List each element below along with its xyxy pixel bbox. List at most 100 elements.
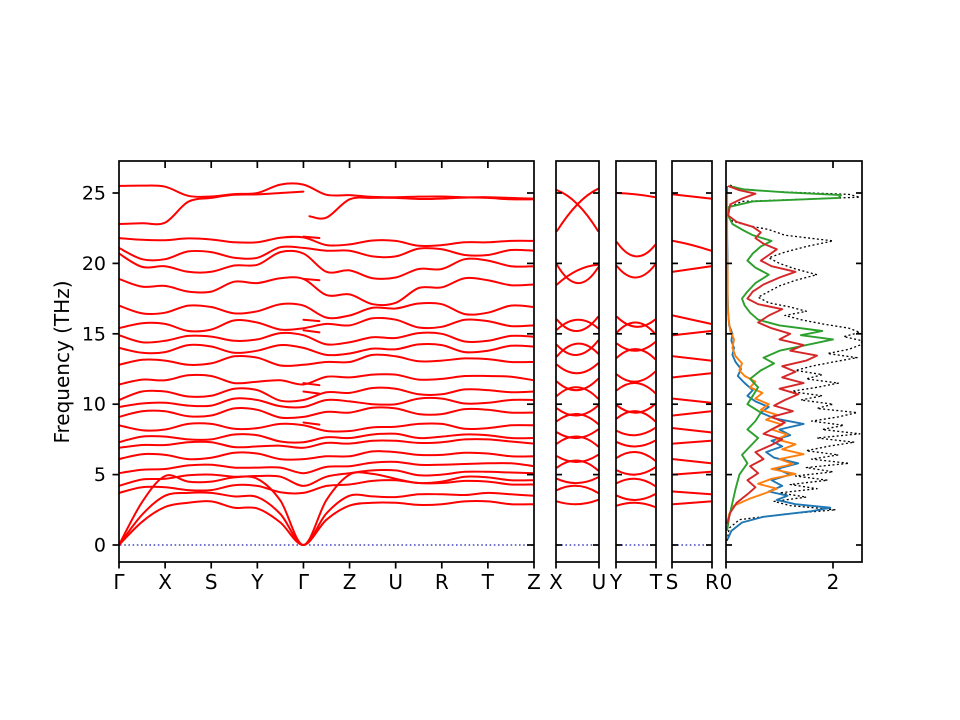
dos-panel-curves bbox=[726, 183, 862, 541]
kpoint-label: Z bbox=[527, 570, 541, 594]
band-line bbox=[556, 263, 599, 285]
band-line bbox=[672, 355, 712, 362]
band-line bbox=[556, 189, 599, 232]
dos-tick-label: 0 bbox=[720, 570, 733, 594]
band-line bbox=[119, 406, 534, 420]
band-line bbox=[119, 373, 534, 386]
band-line bbox=[672, 427, 712, 434]
band-line bbox=[556, 453, 599, 463]
band-line bbox=[556, 435, 599, 448]
band-line bbox=[616, 241, 656, 258]
kpoint-label: Y bbox=[609, 570, 623, 594]
band-line bbox=[119, 331, 534, 346]
kpoint-label: X bbox=[549, 570, 563, 594]
kpoint-label: T bbox=[481, 570, 495, 594]
band-line bbox=[672, 193, 712, 200]
band-line bbox=[672, 458, 712, 465]
band-line bbox=[616, 192, 656, 199]
band-line bbox=[119, 353, 534, 367]
dos-curve-total-dos bbox=[726, 183, 862, 541]
band-line bbox=[556, 386, 599, 400]
band-line bbox=[616, 315, 656, 328]
kpoint-label: S bbox=[205, 570, 218, 594]
panel-frame-dos bbox=[725, 160, 863, 563]
panel-frame-main bbox=[118, 160, 535, 563]
band-line bbox=[556, 187, 599, 232]
kpoint-label: S bbox=[666, 570, 679, 594]
phonon-bands-XU bbox=[556, 187, 599, 506]
band-line bbox=[556, 377, 599, 392]
y-tick-label: 20 bbox=[82, 253, 106, 275]
kpoint-label: U bbox=[592, 570, 607, 594]
band-line bbox=[119, 491, 534, 547]
band-stub bbox=[302, 277, 321, 282]
band-line bbox=[616, 477, 656, 487]
band-line bbox=[556, 342, 599, 358]
band-line bbox=[672, 470, 712, 476]
band-line bbox=[616, 321, 656, 335]
band-stub bbox=[302, 390, 321, 395]
band-line bbox=[119, 301, 534, 320]
band-line bbox=[556, 498, 599, 506]
band-stub bbox=[302, 318, 321, 323]
band-line bbox=[672, 410, 712, 417]
band-line bbox=[119, 276, 534, 307]
kpoint-label: U bbox=[388, 570, 403, 594]
band-stub bbox=[302, 329, 321, 334]
band-line bbox=[672, 397, 712, 404]
band-line bbox=[616, 451, 656, 462]
band-line bbox=[308, 196, 534, 220]
band-line bbox=[616, 427, 656, 437]
band-line bbox=[556, 362, 599, 375]
band-line bbox=[672, 372, 712, 379]
band-line bbox=[119, 432, 534, 444]
band-line bbox=[119, 182, 534, 200]
band-line bbox=[119, 190, 305, 226]
y-tick-label: 10 bbox=[82, 394, 106, 416]
band-line bbox=[119, 468, 534, 487]
band-line bbox=[556, 404, 599, 417]
axis-ticks bbox=[112, 161, 862, 569]
band-line bbox=[119, 386, 534, 403]
kpoint-label: T bbox=[649, 570, 663, 594]
y-tick-label: 5 bbox=[94, 464, 106, 486]
kpoint-label: Y bbox=[250, 570, 264, 594]
band-line bbox=[556, 484, 599, 494]
band-line bbox=[556, 413, 599, 425]
kpoint-label: X bbox=[158, 570, 172, 594]
band-line bbox=[119, 422, 534, 433]
band-line bbox=[556, 476, 599, 485]
dos-curve-pdos-green bbox=[726, 185, 842, 532]
band-line bbox=[556, 459, 599, 472]
panel-frame-YT bbox=[615, 160, 657, 563]
band-line bbox=[616, 501, 656, 508]
band-line bbox=[119, 450, 534, 461]
y-tick-label: 0 bbox=[94, 535, 106, 557]
dos-curve-pdos-red bbox=[726, 185, 818, 525]
band-line bbox=[672, 239, 712, 252]
band-line bbox=[616, 341, 656, 352]
band-line bbox=[119, 479, 534, 495]
kpoint-label: Γ bbox=[113, 570, 125, 594]
y-tick-label: 25 bbox=[82, 183, 106, 205]
y-tick-label: 15 bbox=[82, 323, 106, 345]
band-stub bbox=[302, 382, 321, 387]
dos-tick-label: 2 bbox=[827, 570, 840, 594]
band-line bbox=[119, 500, 534, 546]
band-line bbox=[119, 249, 534, 280]
band-line bbox=[616, 410, 656, 423]
kpoint-label: R bbox=[435, 570, 449, 594]
panel-frame-XU bbox=[555, 160, 600, 563]
phonon-bands-SR bbox=[672, 193, 712, 506]
band-line bbox=[672, 314, 712, 325]
kpoint-label: Z bbox=[343, 570, 357, 594]
band-line bbox=[119, 396, 534, 409]
band-line bbox=[616, 439, 656, 448]
band-line bbox=[119, 460, 534, 475]
phonon-bands-YT bbox=[616, 192, 656, 508]
band-line bbox=[119, 235, 534, 248]
band-line bbox=[616, 493, 656, 501]
band-line bbox=[119, 342, 534, 357]
